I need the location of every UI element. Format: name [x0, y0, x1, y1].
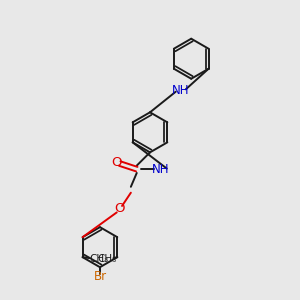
Text: CH₃: CH₃ — [89, 254, 109, 264]
Text: NH: NH — [152, 163, 169, 176]
Text: CH₃: CH₃ — [97, 254, 117, 264]
Text: O: O — [114, 202, 124, 215]
Text: O: O — [111, 156, 122, 169]
Text: NH: NH — [172, 84, 190, 97]
Text: Br: Br — [93, 269, 106, 283]
